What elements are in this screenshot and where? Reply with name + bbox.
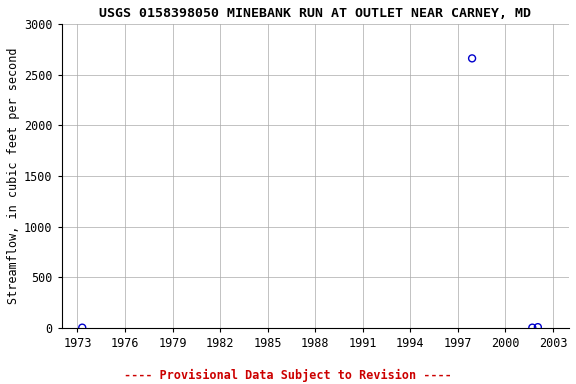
Point [78, 324, 87, 331]
Title: USGS 0158398050 MINEBANK RUN AT OUTLET NEAR CARNEY, MD: USGS 0158398050 MINEBANK RUN AT OUTLET N… [99, 7, 531, 20]
Point [468, 55, 477, 61]
Y-axis label: Streamflow, in cubic feet per second: Streamflow, in cubic feet per second [7, 48, 20, 304]
Text: ---- Provisional Data Subject to Revision ----: ---- Provisional Data Subject to Revisio… [124, 369, 452, 382]
Point [533, 324, 543, 330]
Point [528, 324, 537, 331]
